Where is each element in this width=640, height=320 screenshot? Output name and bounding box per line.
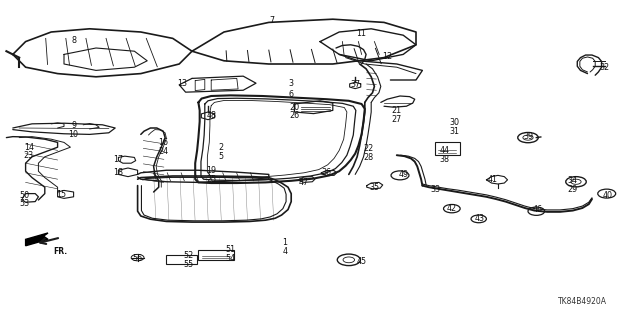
Text: 9: 9 [71,121,76,130]
Text: 21: 21 [392,106,402,115]
Text: 16: 16 [158,138,168,147]
Text: 10: 10 [68,130,79,139]
Polygon shape [26,233,48,246]
Bar [198,250,234,260]
Text: FR.: FR. [53,247,67,256]
Text: 4: 4 [282,247,287,256]
Text: 13: 13 [177,79,188,88]
Text: 42: 42 [446,204,456,212]
Text: 32: 32 [600,63,610,72]
Text: 19: 19 [206,166,216,175]
Text: 43: 43 [475,214,485,223]
Text: 40: 40 [603,191,613,200]
Text: 28: 28 [363,153,373,162]
Text: 50: 50 [19,191,29,200]
Text: 47: 47 [299,178,309,187]
Text: 35: 35 [369,183,380,192]
Text: 52: 52 [184,252,194,260]
Text: 36: 36 [321,168,332,177]
Text: 55: 55 [184,260,194,269]
Text: 46: 46 [532,205,543,214]
Text: 37: 37 [350,80,360,89]
Text: 56: 56 [132,254,143,263]
Text: 48: 48 [206,111,216,120]
Text: 54: 54 [225,254,236,263]
Text: 1: 1 [282,238,287,247]
Text: 3: 3 [289,79,294,88]
Text: 45: 45 [356,257,367,266]
Text: 8: 8 [71,36,76,44]
Text: 44: 44 [440,146,450,155]
Text: 22: 22 [363,144,373,153]
Text: 12: 12 [382,52,392,60]
Text: 11: 11 [356,29,367,38]
Text: 27: 27 [392,115,402,124]
Text: 18: 18 [113,168,124,177]
Text: 5: 5 [218,152,223,161]
Text: 14: 14 [24,143,34,152]
Text: 6: 6 [289,90,294,99]
Text: 34: 34 [568,176,578,185]
Text: 24: 24 [158,147,168,156]
Text: 15: 15 [56,190,66,199]
Bar [435,142,460,155]
Text: 29: 29 [568,185,578,194]
Text: 53: 53 [19,199,29,208]
Text: TK84B4920A: TK84B4920A [558,297,607,306]
Text: 49: 49 [398,170,408,179]
Text: 33: 33 [430,185,440,194]
Text: 7: 7 [269,16,275,25]
Text: 17: 17 [113,155,124,164]
Bar [166,255,197,264]
Text: 38: 38 [440,155,450,164]
Text: 23: 23 [24,151,34,160]
Text: 20: 20 [289,103,300,112]
Text: 25: 25 [206,175,216,184]
Text: 31: 31 [449,127,460,136]
Text: 39: 39 [523,132,533,140]
Text: 2: 2 [218,143,223,152]
Text: 26: 26 [289,111,300,120]
Text: 51: 51 [225,245,236,254]
Text: 30: 30 [449,118,460,127]
Text: 41: 41 [488,175,498,184]
